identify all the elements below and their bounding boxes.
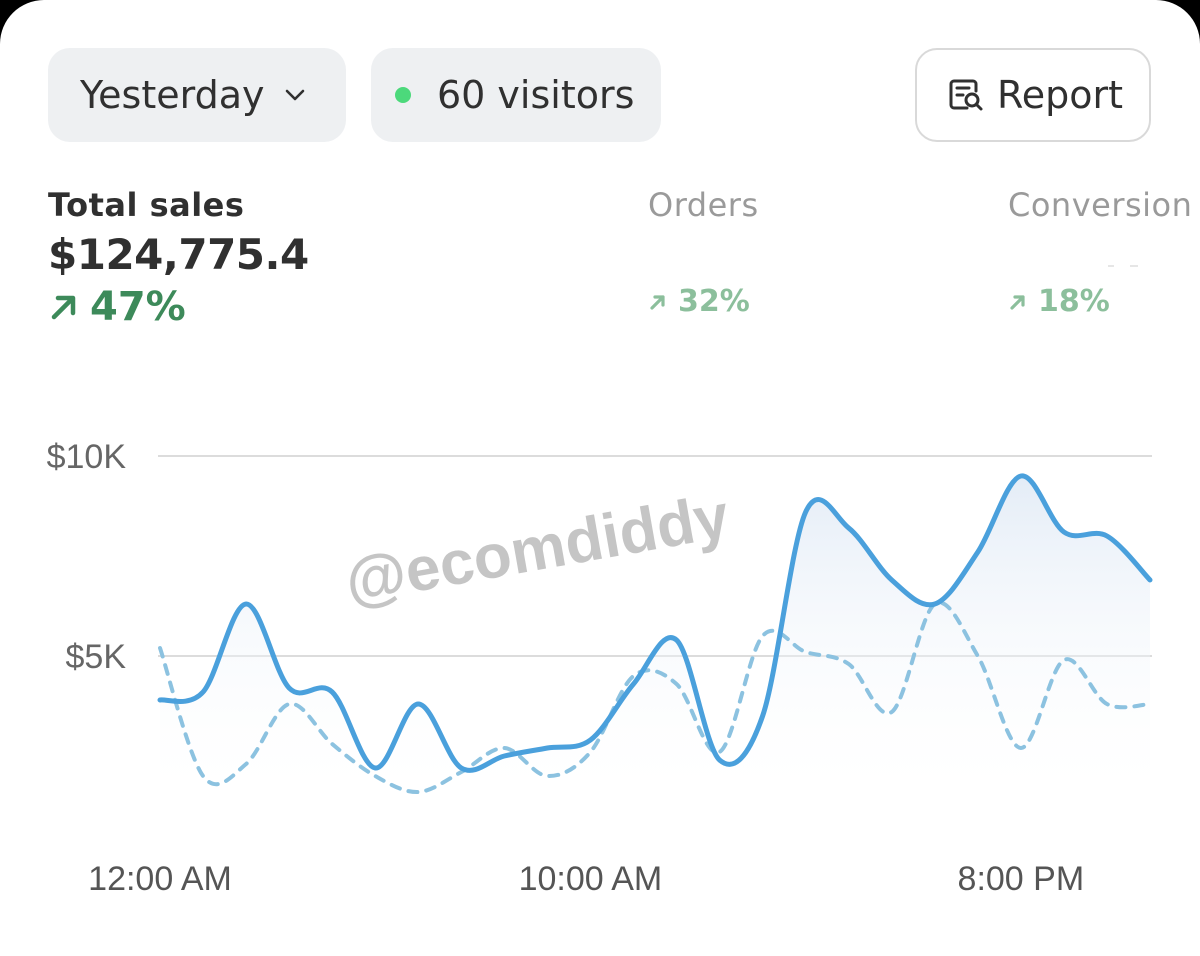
report-label: Report (997, 73, 1123, 117)
total-sales-value: $124,775.4 (48, 230, 309, 279)
arrow-up-right-icon (1008, 292, 1028, 312)
live-visitors-badge[interactable]: 60 visitors (371, 48, 661, 142)
orders-value (648, 230, 759, 282)
visitors-count: 60 visitors (437, 73, 635, 117)
conversion-change: 18% (1008, 284, 1192, 319)
arrow-up-right-icon (648, 292, 668, 312)
period-label: Yesterday (80, 73, 265, 117)
primary-series-line (157, 473, 1153, 773)
report-search-icon (947, 76, 985, 114)
green-dot-icon (395, 87, 411, 103)
orders-change: 32% (648, 284, 759, 319)
primary-series-area (160, 475, 1150, 808)
y-tick-label: $10K (47, 438, 127, 476)
conversion-label: Conversion (1008, 186, 1193, 224)
report-button[interactable]: Report (915, 48, 1151, 142)
orders-metric[interactable]: Orders 32% (648, 186, 759, 319)
x-tick-label: 10:00 AM (519, 860, 663, 898)
conversion-value (1008, 230, 1192, 282)
conversion-metric[interactable]: Conversion 18% (1008, 186, 1192, 319)
sales-chart: $10K $5K 12:00 AM 10:00 AM 8:00 PM (47, 438, 1153, 898)
conversion-change-value: 18% (1038, 284, 1110, 319)
loading-placeholder (1108, 265, 1138, 267)
arrow-up-right-icon (48, 291, 80, 323)
orders-label: Orders (648, 186, 759, 224)
period-dropdown[interactable]: Yesterday (48, 48, 346, 142)
total-sales-change: 47% (48, 284, 309, 330)
chevron-down-icon (282, 87, 308, 103)
comparison-series-line (158, 600, 1152, 795)
x-tick-label: 12:00 AM (88, 860, 232, 898)
y-tick-label: $5K (66, 638, 127, 676)
orders-change-value: 32% (678, 284, 750, 319)
total-sales-metric[interactable]: Total sales $124,775.4 47% (48, 186, 309, 330)
total-sales-change-value: 47% (90, 284, 186, 330)
x-tick-label: 8:00 PM (958, 860, 1085, 898)
total-sales-label: Total sales (48, 186, 245, 224)
